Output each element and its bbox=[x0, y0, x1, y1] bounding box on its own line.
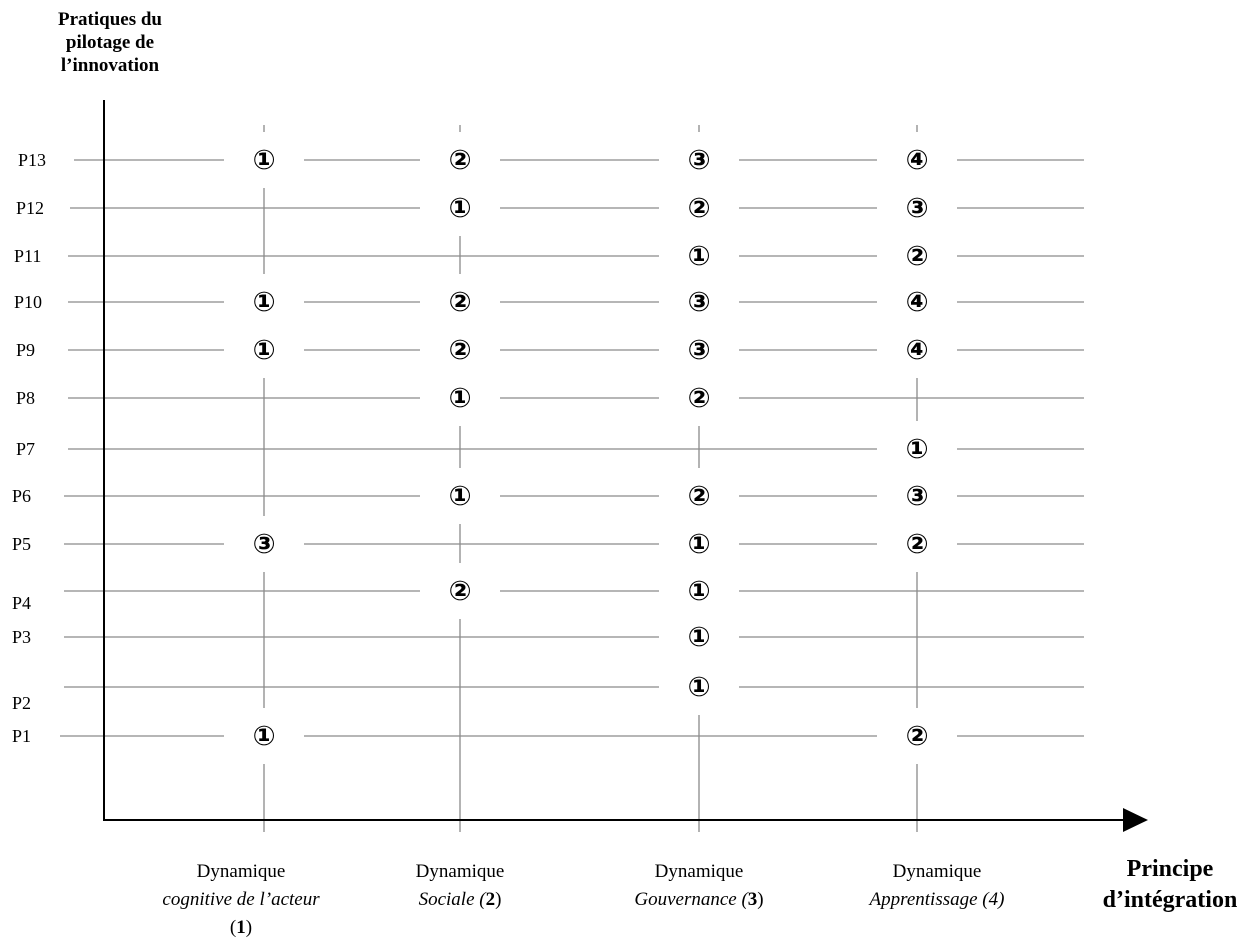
y-axis-title: Pratiques du pilotage de l’innovation bbox=[20, 8, 200, 77]
practice-label: P7 bbox=[16, 439, 35, 459]
column-label-paren: ) bbox=[757, 889, 764, 910]
integration-marker: ② bbox=[688, 383, 711, 414]
column-label-sociale: Dynamique Sociale (2) bbox=[345, 858, 575, 914]
column-label-number: 3 bbox=[747, 889, 758, 910]
integration-marker: ② bbox=[449, 335, 472, 366]
x-axis-title-line: Principe bbox=[1126, 856, 1214, 882]
integration-marker: ② bbox=[906, 721, 929, 752]
practice-label: P13 bbox=[18, 150, 46, 170]
practice-label: P8 bbox=[16, 388, 35, 408]
column-label-paren: ) bbox=[245, 917, 253, 938]
y-axis-title-line: pilotage de bbox=[65, 32, 155, 53]
integration-marker: ② bbox=[449, 145, 472, 176]
practice-label: P9 bbox=[16, 340, 35, 360]
column-label-line: Sociale (2) bbox=[345, 886, 575, 914]
integration-marker: ③ bbox=[688, 145, 711, 176]
integration-marker: ③ bbox=[253, 529, 276, 560]
column-label-line: Dynamique bbox=[892, 861, 982, 882]
y-axis-title-line: Pratiques du bbox=[58, 9, 162, 30]
column-label-line: Apprentissage (4) bbox=[869, 889, 1005, 910]
integration-marker: ① bbox=[906, 434, 929, 465]
integration-marker: ① bbox=[688, 622, 711, 653]
integration-marker: ③ bbox=[906, 193, 929, 224]
integration-marker: ③ bbox=[688, 287, 711, 318]
practice-label: P12 bbox=[16, 198, 44, 218]
column-label-italic: Sociale ( bbox=[418, 889, 486, 910]
practice-label: P5 bbox=[12, 534, 31, 554]
column-label-line: Dynamique bbox=[654, 861, 744, 882]
column-label-line: Dynamique bbox=[196, 861, 286, 882]
x-axis-title-line: d’intégration bbox=[1102, 887, 1238, 913]
x-axis-arrowhead bbox=[1123, 808, 1148, 832]
practice-label: P10 bbox=[14, 292, 42, 312]
integration-marker: ② bbox=[449, 576, 472, 607]
integration-marker: ③ bbox=[688, 335, 711, 366]
practice-label: P1 bbox=[12, 726, 31, 746]
integration-marker: ① bbox=[253, 335, 276, 366]
integration-marker: ④ bbox=[906, 335, 929, 366]
column-label-line: cognitive de l’acteur bbox=[162, 889, 320, 910]
practice-label: P3 bbox=[12, 627, 31, 647]
column-label-line: Gouvernance (3) bbox=[584, 886, 814, 914]
column-label-italic: Gouvernance ( bbox=[634, 889, 748, 910]
practice-label: P11 bbox=[14, 246, 41, 266]
integration-marker: ② bbox=[449, 287, 472, 318]
column-label-number: 1 bbox=[236, 917, 246, 938]
column-label-line: Dynamique bbox=[415, 861, 505, 882]
integration-marker: ② bbox=[906, 241, 929, 272]
integration-marker: ① bbox=[688, 241, 711, 272]
integration-marker: ① bbox=[449, 193, 472, 224]
integration-marker: ① bbox=[449, 383, 472, 414]
integration-marker: ② bbox=[688, 193, 711, 224]
column-label-number: 2 bbox=[485, 889, 496, 910]
integration-marker: ④ bbox=[906, 287, 929, 318]
integration-marker: ① bbox=[688, 576, 711, 607]
integration-marker: ① bbox=[253, 721, 276, 752]
integration-marker: ② bbox=[688, 481, 711, 512]
practice-label: P6 bbox=[12, 486, 31, 506]
integration-marker: ① bbox=[253, 145, 276, 176]
integration-marker: ① bbox=[449, 481, 472, 512]
integration-marker: ① bbox=[688, 672, 711, 703]
practice-label: P4 bbox=[12, 593, 31, 613]
integration-marker: ② bbox=[906, 529, 929, 560]
integration-marker: ③ bbox=[906, 481, 929, 512]
y-axis-title-line: l’innovation bbox=[60, 55, 160, 76]
column-label-paren: ) bbox=[495, 889, 502, 910]
x-axis-title: Principe d’intégration bbox=[1085, 854, 1254, 916]
column-label-gouvernance: Dynamique Gouvernance (3) bbox=[584, 858, 814, 914]
column-label-paren: ( bbox=[229, 917, 237, 938]
integration-marker: ① bbox=[688, 529, 711, 560]
practice-label: P2 bbox=[12, 693, 31, 713]
integration-marker: ④ bbox=[906, 145, 929, 176]
column-label-line: (1) bbox=[126, 914, 356, 942]
column-label-cognitive: Dynamique cognitive de l’acteur (1) bbox=[126, 858, 356, 942]
column-label-apprentissage: Dynamique Apprentissage (4) bbox=[822, 858, 1052, 914]
integration-marker: ① bbox=[253, 287, 276, 318]
